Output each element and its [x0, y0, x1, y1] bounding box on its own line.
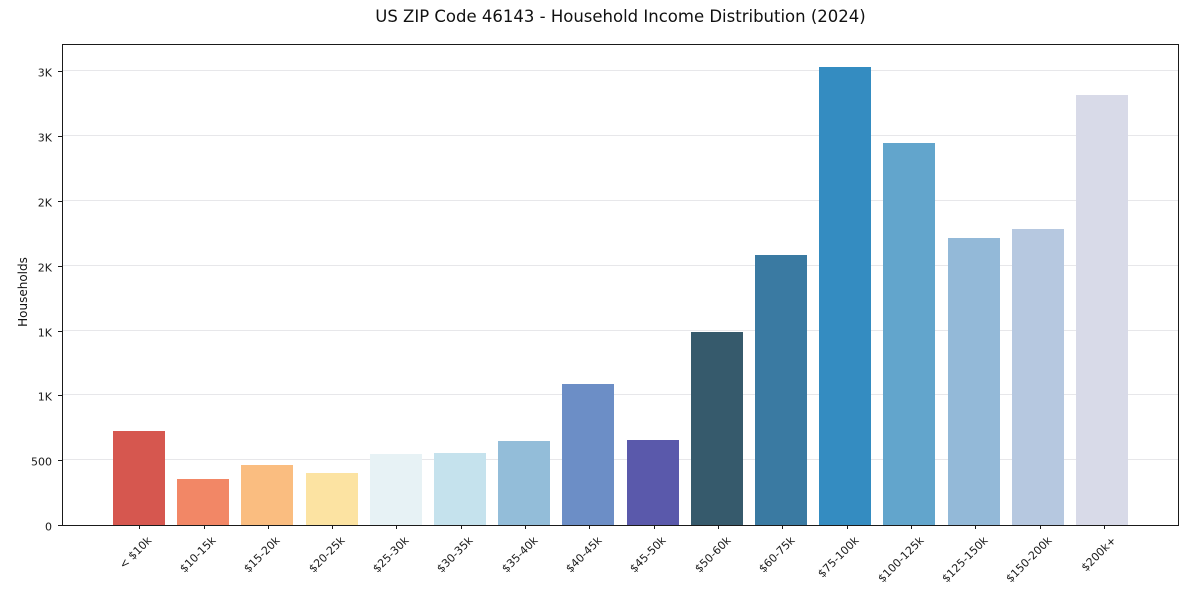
bar-35-40k [498, 441, 551, 525]
y-tick-label: 1K [37, 326, 52, 339]
bar-100-125k [883, 142, 936, 525]
x-tick-label: $100-125k [874, 534, 927, 586]
plot-area: < $10k $10-15k $15-20k $20-25k $25-30k $30-35… [62, 44, 1179, 585]
gridline-y-3500 [63, 70, 1178, 72]
bar-slot [171, 45, 235, 525]
x-tick-mark [396, 525, 398, 529]
x-tick-label: $125-150k [939, 534, 991, 586]
bar-75-100k [819, 67, 872, 525]
x-tick-mark [332, 525, 334, 529]
bar-slot [813, 45, 877, 525]
x-tick-mark [267, 525, 269, 529]
y-tick-mark [58, 330, 62, 332]
bar-slot [621, 45, 685, 525]
bar-slot [941, 45, 1005, 525]
bar-45-50k [626, 440, 679, 525]
bar-10-15k [177, 479, 230, 525]
x-tick-mark [460, 525, 462, 529]
y-tick-mark [58, 395, 62, 397]
x-tick-mark [975, 525, 977, 529]
gridline-y-3000 [63, 134, 1178, 136]
x-tick-label: $200k+ [1078, 534, 1119, 575]
x-tick-mark [589, 525, 591, 529]
bar-15-20k [241, 465, 294, 525]
bar-150-200k [1011, 229, 1064, 525]
bar-60-75k [754, 255, 807, 525]
bar-20-25k [305, 472, 358, 525]
x-tick-label: $35-40k [498, 534, 541, 576]
gridline-y-2000 [63, 264, 1178, 266]
y-tick-mark [58, 460, 62, 462]
bar-slot [428, 45, 492, 525]
x-tick-mark [1039, 525, 1041, 529]
x-tick-label: $60-75k [756, 534, 798, 576]
chart-title: US ZIP Code 46143 - Household Income Dis… [375, 7, 866, 26]
bar-slot [1070, 45, 1134, 525]
x-tick-label: $25-30k [370, 534, 412, 576]
bar-slot [877, 45, 941, 525]
x-tick-label: $45-50k [627, 534, 669, 576]
y-tick-mark [58, 265, 62, 267]
y-tick-mark [58, 71, 62, 73]
y-tick-label: 0 [45, 520, 52, 534]
y-tick-mark [58, 200, 62, 202]
x-tick-mark [1103, 525, 1105, 529]
bar-40-45k [562, 383, 615, 525]
x-tick-mark [203, 525, 205, 529]
bar-10k [113, 431, 166, 525]
x-tick-label: $50-60k [691, 534, 734, 576]
bar-125-150k [947, 237, 1000, 525]
y-tick-label: 500 [31, 455, 52, 469]
bar-slot [1006, 45, 1070, 525]
y-tick-label: 3K [37, 66, 52, 80]
x-tick-label: $150-200k [1003, 534, 1055, 586]
gridline-y-500 [63, 459, 1178, 461]
bar-30-35k [434, 453, 487, 525]
x-tick-label: $15-20k [241, 534, 283, 576]
bar-slot [364, 45, 428, 525]
x-tick-mark [139, 525, 141, 529]
x-tick-label: $30-35k [434, 534, 476, 576]
x-tick-mark [910, 525, 912, 529]
bar-slot [685, 45, 749, 525]
x-tick-label: $10-15k [177, 534, 219, 576]
x-tick-mark [718, 525, 719, 529]
x-tick-label: < $10k [116, 534, 155, 572]
x-tick-label: $75-100k [815, 534, 862, 581]
gridline-y-1500 [63, 329, 1178, 331]
bar-slot [235, 45, 299, 525]
bar-slot [556, 45, 620, 525]
x-tick-label: $20-25k [306, 534, 348, 576]
bar-slot [492, 45, 556, 525]
y-axis-label: Households [16, 257, 30, 327]
y-tick-label: 1K [37, 390, 52, 404]
x-tick-mark [653, 525, 655, 529]
x-tick-label: $40-45k [563, 534, 605, 576]
bar-50-60k [690, 331, 743, 525]
gridline-y-2500 [63, 199, 1178, 201]
x-tick-mark [525, 525, 526, 529]
x-tick-mark [782, 525, 784, 529]
bar-slot [300, 45, 364, 525]
x-tick-mark [846, 525, 848, 529]
y-tick-mark [58, 135, 62, 137]
bar-25-30k [369, 453, 422, 525]
y-tick-label: 3K [37, 131, 52, 145]
y-tick-label: 2K [37, 196, 52, 210]
bar-200k [1075, 95, 1128, 525]
y-tick-mark [58, 525, 62, 526]
bar-slot [107, 45, 171, 525]
bars-layer [63, 45, 1178, 525]
bar-slot [749, 45, 813, 525]
gridline-y-1000 [63, 394, 1178, 396]
y-tick-label: 2K [37, 261, 52, 275]
